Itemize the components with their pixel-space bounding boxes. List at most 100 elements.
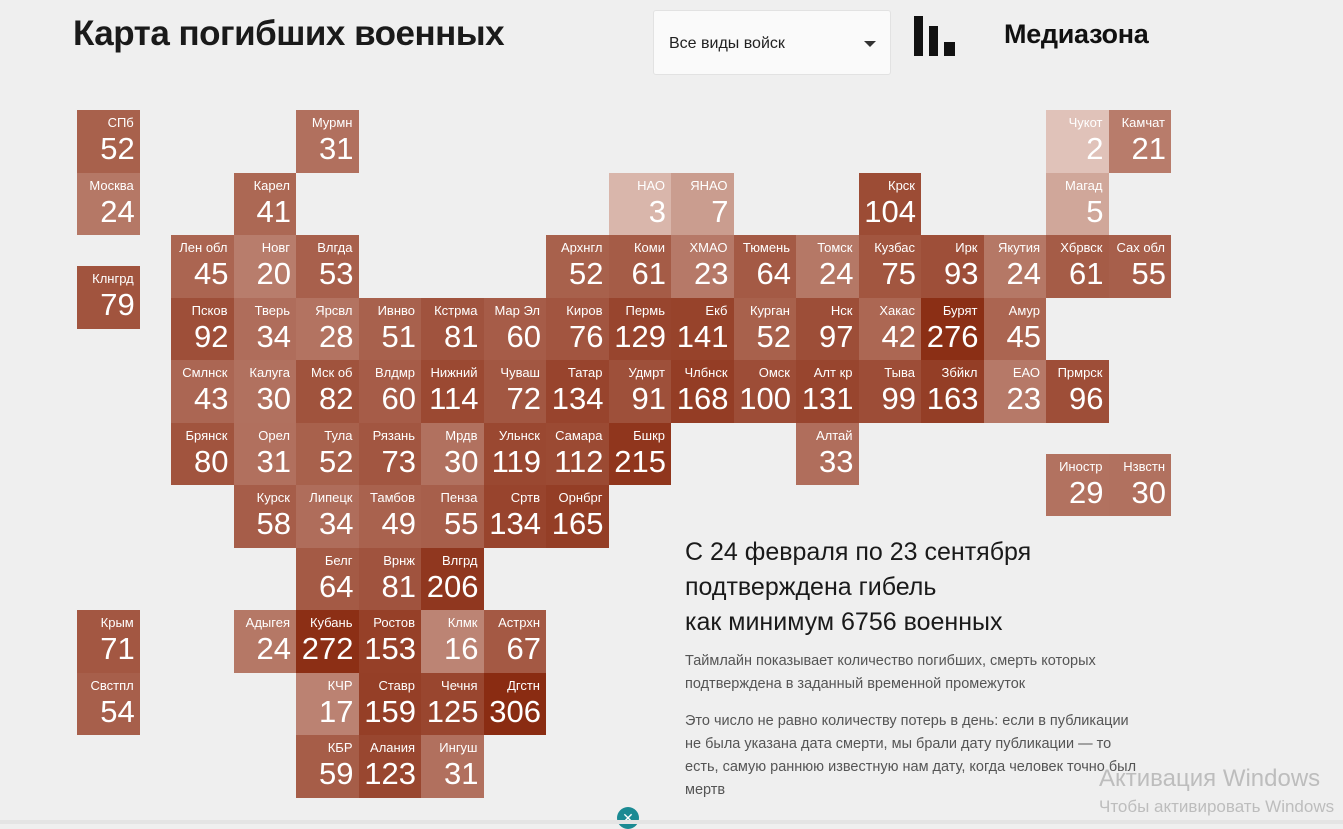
- region-tile[interactable]: Псков 92: [171, 297, 234, 360]
- region-tile[interactable]: Ульнск 119: [483, 422, 546, 485]
- region-tile[interactable]: Тюмень 64: [733, 235, 796, 298]
- region-tile[interactable]: Самара 112: [546, 422, 609, 485]
- region-tile[interactable]: Чечня 125: [421, 672, 484, 735]
- region-tile[interactable]: Кубань 272: [296, 610, 359, 673]
- region-tile[interactable]: СПб 52: [77, 110, 140, 173]
- region-label: Татар: [567, 365, 603, 380]
- region-tile[interactable]: Иностр 29: [1046, 453, 1109, 517]
- region-tile[interactable]: Адыгея 24: [233, 610, 296, 673]
- region-label: Липецк: [309, 490, 353, 505]
- region-tile[interactable]: ЯНАО 7: [671, 172, 734, 235]
- region-tile[interactable]: Кстрма 81: [421, 297, 484, 360]
- region-tile[interactable]: Алания 123: [358, 735, 421, 798]
- region-tile[interactable]: Калуга 30: [233, 360, 296, 423]
- region-tile[interactable]: Липецк 34: [296, 485, 359, 548]
- region-tile[interactable]: Астрхн 67: [483, 610, 546, 673]
- region-tile[interactable]: Нижний 114: [421, 360, 484, 423]
- region-tile[interactable]: Камчат 21: [1108, 110, 1171, 173]
- region-tile[interactable]: Пермь 129: [608, 297, 671, 360]
- region-tile[interactable]: Клнгрд 79: [77, 266, 140, 329]
- troop-type-select[interactable]: Все виды войск: [653, 10, 891, 75]
- region-tile[interactable]: Врнж 81: [358, 547, 421, 610]
- region-tile[interactable]: Брянск 80: [171, 422, 234, 485]
- region-tile[interactable]: Мар Эл 60: [483, 297, 546, 360]
- region-tile[interactable]: Москва 24: [77, 172, 140, 235]
- region-tile[interactable]: Алтай 33: [796, 422, 859, 485]
- region-tile[interactable]: Удмрт 91: [608, 360, 671, 423]
- region-tile[interactable]: Тамбов 49: [358, 485, 421, 548]
- region-tile[interactable]: Сах обл 55: [1108, 235, 1171, 298]
- region-tile[interactable]: Члбнск 168: [671, 360, 734, 423]
- region-tile[interactable]: Татар 134: [546, 360, 609, 423]
- region-tile[interactable]: Новг 20: [233, 235, 296, 298]
- region-tile[interactable]: Влдмр 60: [358, 360, 421, 423]
- region-tile[interactable]: Крск 104: [858, 172, 921, 235]
- region-tile[interactable]: Сртв 134: [483, 485, 546, 548]
- region-tile[interactable]: Бурят 276: [921, 297, 984, 360]
- region-tile[interactable]: Курган 52: [733, 297, 796, 360]
- close-icon[interactable]: ✕: [617, 807, 639, 829]
- region-tile[interactable]: Тыва 99: [858, 360, 921, 423]
- region-tile[interactable]: Нск 97: [796, 297, 859, 360]
- region-tile[interactable]: КЧР 17: [296, 672, 359, 735]
- region-tile[interactable]: Томск 24: [796, 235, 859, 298]
- region-tile[interactable]: НАО 3: [608, 172, 671, 235]
- region-tile[interactable]: Коми 61: [608, 235, 671, 298]
- mediazona-logo-icon[interactable]: [914, 16, 956, 56]
- region-tile[interactable]: Чукот 2: [1046, 110, 1109, 173]
- region-count: 96: [1069, 381, 1104, 416]
- region-tile[interactable]: Рязань 73: [358, 422, 421, 485]
- region-tile[interactable]: Ивнво 51: [358, 297, 421, 360]
- region-tile[interactable]: Ростов 153: [358, 610, 421, 673]
- region-tile[interactable]: Тула 52: [296, 422, 359, 485]
- region-tile[interactable]: Влгда 53: [296, 235, 359, 298]
- region-tile[interactable]: Орнбрг 165: [546, 485, 609, 548]
- region-label: Екб: [705, 302, 728, 318]
- region-tile[interactable]: КБР 59: [296, 735, 359, 798]
- region-tile[interactable]: Мурмн 31: [296, 110, 359, 173]
- region-tile[interactable]: Бшкр 215: [608, 422, 671, 485]
- region-tile[interactable]: Крым 71: [77, 610, 140, 673]
- region-tile[interactable]: Хакас 42: [858, 297, 921, 360]
- region-tile[interactable]: Ярсвл 28: [296, 297, 359, 360]
- brand-name[interactable]: Медиазона: [1004, 19, 1149, 49]
- region-tile[interactable]: Орел 31: [233, 422, 296, 485]
- region-tile[interactable]: Прмрск 96: [1046, 360, 1109, 423]
- region-tile[interactable]: Влгрд 206: [421, 547, 484, 610]
- region-label: Кстрма: [434, 302, 478, 318]
- region-tile[interactable]: ХМАО 23: [671, 235, 734, 298]
- region-tile[interactable]: Карел 41: [233, 172, 296, 235]
- region-tile[interactable]: Белг 64: [296, 547, 359, 610]
- region-tile[interactable]: Смлнск 43: [171, 360, 234, 423]
- region-tile[interactable]: Мск об 82: [296, 360, 359, 423]
- region-tile[interactable]: Магад 5: [1046, 172, 1109, 235]
- region-tile[interactable]: Хбрвск 61: [1046, 235, 1109, 298]
- region-tile[interactable]: Омск 100: [733, 360, 796, 423]
- region-tile[interactable]: Клмк 16: [421, 610, 484, 673]
- region-label: Рязань: [372, 427, 415, 443]
- region-tile[interactable]: Кузбас 75: [858, 235, 921, 298]
- region-tile[interactable]: Пенза 55: [421, 485, 484, 548]
- region-tile[interactable]: Ставр 159: [358, 672, 421, 735]
- region-tile[interactable]: Дгстн 306: [483, 672, 546, 735]
- region-tile[interactable]: Амур 45: [983, 297, 1046, 360]
- region-tile[interactable]: Архнгл 52: [546, 235, 609, 298]
- region-tile[interactable]: Лен обл 45: [171, 235, 234, 298]
- region-tile[interactable]: Збйкл 163: [921, 360, 984, 423]
- region-label: Камчат: [1121, 115, 1165, 130]
- region-tile[interactable]: Алт кр 131: [796, 360, 859, 423]
- region-tile[interactable]: Тверь 34: [233, 297, 296, 360]
- region-tile[interactable]: Свстпл 54: [77, 672, 140, 735]
- region-tile[interactable]: Ирк 93: [921, 235, 984, 298]
- region-tile[interactable]: Киров 76: [546, 297, 609, 360]
- region-tile[interactable]: Нзвстн 30: [1108, 453, 1171, 517]
- region-tile[interactable]: Якутия 24: [983, 235, 1046, 298]
- region-tile[interactable]: Екб 141: [671, 297, 734, 360]
- region-label: Ростов: [373, 615, 415, 630]
- region-tile[interactable]: Мрдв 30: [421, 422, 484, 485]
- region-tile[interactable]: Ингуш 31: [421, 735, 484, 798]
- region-tile[interactable]: ЕАО 23: [983, 360, 1046, 423]
- region-tile[interactable]: Курск 58: [233, 485, 296, 548]
- region-count: 55: [1131, 256, 1166, 291]
- region-tile[interactable]: Чуваш 72: [483, 360, 546, 423]
